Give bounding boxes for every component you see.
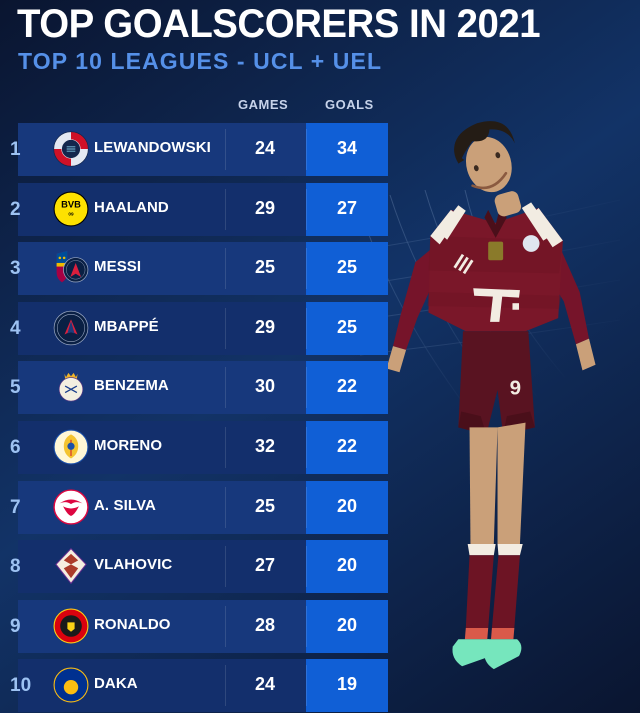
svg-text:BVB: BVB bbox=[61, 199, 81, 209]
svg-text:09: 09 bbox=[68, 211, 74, 216]
svg-text:9: 9 bbox=[510, 377, 521, 400]
